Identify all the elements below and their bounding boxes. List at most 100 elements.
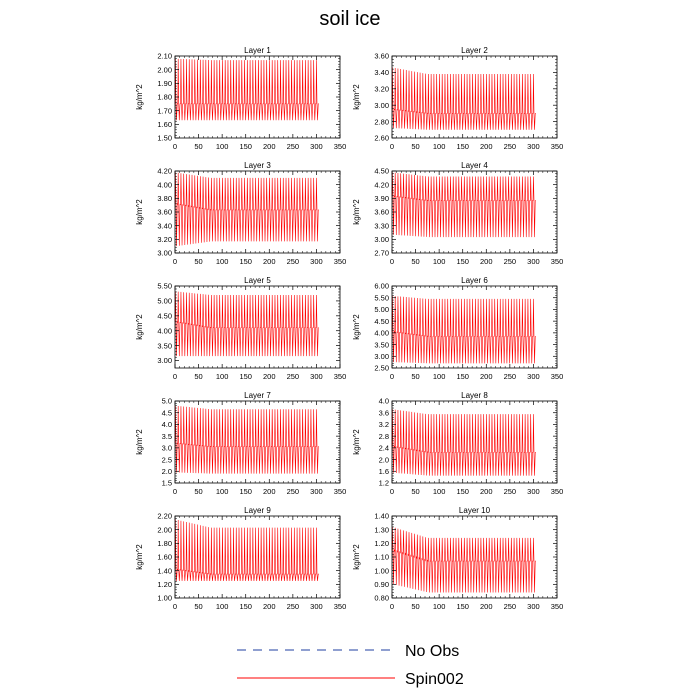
x-tick-label: 100 [216, 142, 229, 151]
x-tick-label: 200 [480, 602, 493, 611]
y-axis-label: kg/m^2 [352, 84, 361, 110]
chart-panel-3: Layer 3 kg/m^2 0 50 100 150 200 250 300 350 3.00 3.… [135, 161, 346, 266]
y-tick-label: 1.00 [157, 594, 172, 603]
chart-panel-10: Layer 10 kg/m^2 0 50 100 150 200 250 300 350 0.80 0… [352, 506, 563, 611]
series-line-spin002 [391, 409, 536, 476]
x-tick-label: 200 [480, 487, 493, 496]
chart-panel-8: Layer 8 kg/m^2 0 50 100 150 200 250 300 350 1.2 1.6… [352, 391, 563, 496]
y-tick-label: 4.50 [374, 167, 389, 176]
x-tick-label: 300 [310, 487, 323, 496]
y-axis-label: kg/m^2 [135, 429, 144, 455]
y-tick-label: 2.80 [374, 117, 389, 126]
series-line-spin002 [174, 172, 319, 247]
y-tick-label: 3.00 [157, 249, 172, 258]
x-tick-label: 50 [194, 142, 202, 151]
chart-title: Layer 9 [244, 506, 271, 515]
y-tick-label: 2.0 [379, 455, 389, 464]
y-tick-label: 3.30 [374, 221, 389, 230]
x-tick-label: 250 [287, 372, 300, 381]
x-tick-label: 150 [239, 487, 252, 496]
x-tick-label: 250 [504, 602, 517, 611]
y-tick-label: 3.6 [379, 408, 389, 417]
x-tick-label: 50 [194, 372, 202, 381]
chart-title: Layer 4 [461, 161, 488, 170]
x-tick-label: 100 [433, 372, 446, 381]
page-title: soil ice [319, 8, 381, 30]
x-tick-label: 250 [504, 372, 517, 381]
y-tick-label: 3.60 [157, 208, 172, 217]
plot-frame [391, 55, 558, 139]
chart-title: Layer 2 [461, 46, 488, 55]
legend: No Obs Spin002 [237, 643, 464, 688]
chart-title: Layer 8 [461, 391, 488, 400]
x-tick-label: 150 [456, 257, 469, 266]
y-tick-label: 2.00 [157, 65, 172, 74]
chart-panel-2: Layer 2 kg/m^2 0 50 100 150 200 250 300 350 2.60 2.… [352, 46, 563, 151]
x-tick-label: 0 [390, 257, 394, 266]
x-tick-label: 350 [551, 372, 564, 381]
y-tick-label: 6.00 [374, 282, 389, 291]
x-tick-label: 200 [263, 142, 276, 151]
chart-panel-9: Layer 9 kg/m^2 0 50 100 150 200 250 300 350 1.00 1.… [135, 506, 346, 611]
y-tick-label: 3.20 [374, 85, 389, 94]
y-tick-label: 2.4 [379, 444, 389, 453]
y-tick-label: 3.20 [157, 235, 172, 244]
x-tick-label: 300 [310, 142, 323, 151]
x-tick-label: 150 [239, 372, 252, 381]
x-tick-label: 200 [263, 257, 276, 266]
x-tick-label: 350 [334, 257, 347, 266]
y-tick-label: 4.0 [379, 397, 389, 406]
x-tick-label: 0 [390, 602, 394, 611]
x-tick-label: 100 [433, 602, 446, 611]
y-tick-label: 3.00 [374, 235, 389, 244]
plot-frame [174, 285, 341, 369]
legend-label: Spin002 [405, 671, 464, 688]
x-tick-label: 250 [504, 487, 517, 496]
x-tick-label: 200 [263, 602, 276, 611]
series-line-spin002 [391, 526, 536, 593]
x-tick-label: 300 [527, 142, 540, 151]
y-axis-label: kg/m^2 [352, 199, 361, 225]
x-tick-label: 300 [310, 257, 323, 266]
x-tick-label: 0 [390, 372, 394, 381]
x-tick-label: 250 [287, 487, 300, 496]
y-tick-label: 4.00 [374, 329, 389, 338]
y-tick-label: 3.50 [374, 340, 389, 349]
y-tick-label: 4.50 [374, 317, 389, 326]
x-tick-label: 200 [263, 487, 276, 496]
chart-title: Layer 3 [244, 161, 271, 170]
x-tick-label: 350 [334, 602, 347, 611]
y-tick-label: 2.0 [162, 467, 172, 476]
y-axis-label: kg/m^2 [352, 314, 361, 340]
y-tick-label: 1.80 [157, 93, 172, 102]
y-tick-label: 0.80 [374, 594, 389, 603]
x-tick-label: 300 [527, 257, 540, 266]
chart-panel-5: Layer 5 kg/m^2 0 50 100 150 200 250 300 350 3.00 3.… [135, 276, 346, 381]
y-tick-label: 3.00 [374, 352, 389, 361]
y-tick-label: 1.50 [157, 134, 172, 143]
y-tick-label: 0.90 [374, 580, 389, 589]
x-tick-label: 150 [239, 257, 252, 266]
y-tick-label: 3.00 [374, 101, 389, 110]
x-tick-label: 250 [504, 142, 517, 151]
chart-panel-4: Layer 4 kg/m^2 0 50 100 150 200 250 300 350 2.70 3.… [352, 161, 563, 266]
x-tick-label: 0 [390, 142, 394, 151]
y-tick-label: 2.60 [374, 134, 389, 143]
x-tick-label: 50 [411, 372, 419, 381]
x-tick-label: 0 [390, 487, 394, 496]
y-tick-label: 4.20 [374, 180, 389, 189]
chart-title: Layer 6 [461, 276, 488, 285]
series-line-spin002 [174, 405, 319, 474]
series-line-spin002 [174, 58, 319, 121]
x-tick-label: 350 [551, 487, 564, 496]
y-tick-label: 2.5 [162, 455, 172, 464]
x-tick-label: 50 [194, 257, 202, 266]
series-line-spin002 [174, 519, 319, 581]
x-tick-label: 100 [433, 257, 446, 266]
plot-frame [391, 285, 558, 369]
x-tick-label: 250 [504, 257, 517, 266]
y-tick-label: 4.0 [162, 420, 172, 429]
y-tick-label: 3.80 [157, 194, 172, 203]
y-tick-label: 3.0 [162, 444, 172, 453]
y-tick-label: 1.20 [157, 580, 172, 589]
